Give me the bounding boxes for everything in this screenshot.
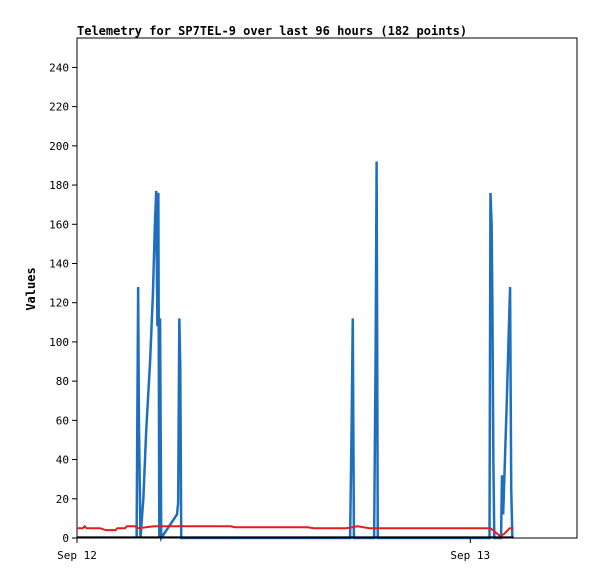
chart-title: Telemetry for SP7TEL-9 over last 96 hour… (77, 24, 467, 38)
y-tick-label: 40 (56, 454, 69, 467)
series-line-2 (77, 524, 514, 538)
y-tick-label: 160 (49, 218, 69, 231)
y-tick-label: 100 (49, 336, 69, 349)
y-tick-label: 140 (49, 257, 69, 270)
y-tick-label: 240 (49, 61, 69, 74)
chart-axes: 0 20 40 60 80 100 120 140 160 180 200 220 240 Sep 12 S… (49, 61, 490, 562)
y-axis-label: Values (24, 267, 38, 310)
y-tick-label: 220 (49, 101, 69, 114)
chart-marks (77, 161, 514, 543)
y-tick-label: 0 (62, 532, 69, 545)
x-tick-label: Sep 12 (57, 549, 97, 562)
y-tick-label: 60 (56, 414, 69, 427)
y-tick-label: 120 (49, 297, 69, 310)
y-tick-label: 200 (49, 140, 69, 153)
y-tick-label: 180 (49, 179, 69, 192)
series-line-1 (135, 161, 514, 543)
y-tick-label: 20 (56, 493, 69, 506)
y-tick-label: 80 (56, 375, 69, 388)
x-tick-label: Sep 13 (450, 549, 490, 562)
